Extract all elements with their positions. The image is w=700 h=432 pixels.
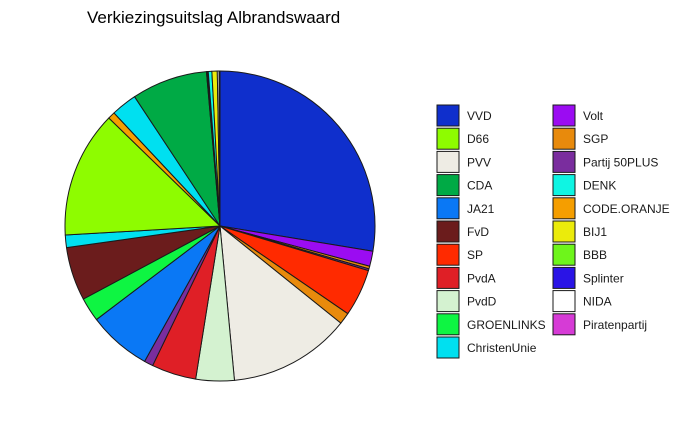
legend-label-splinter: Splinter [583, 271, 624, 285]
legend-swatch-pvdd [436, 290, 460, 313]
legend-label-vvd: VVD [467, 109, 492, 123]
legend-swatch-pvv [436, 150, 460, 173]
legend-label-fvd: FvD [467, 225, 489, 239]
legend-swatch-bbb [552, 243, 576, 266]
legend-swatch-pvda [436, 266, 460, 289]
legend-swatch-volt [552, 104, 576, 127]
legend-swatch-code-oranje [552, 197, 576, 220]
legend-swatch-groenlinks [436, 313, 460, 336]
pie-slice-pvv [219, 225, 342, 381]
legend-swatch-piratenpartij [552, 313, 576, 336]
legend-swatch-denk [552, 174, 576, 197]
legend-label-piratenpartij: Piratenpartij [583, 318, 647, 332]
legend-swatch-sgp [552, 127, 576, 150]
legend-swatch-bij1 [552, 220, 576, 243]
legend-label-bbb: BBB [583, 248, 607, 262]
legend-swatch-partij-50plus [552, 150, 576, 173]
legend-label-partij-50plus: Partij 50PLUS [583, 155, 658, 169]
legend-label-denk: DENK [583, 179, 616, 193]
legend-swatch-nida [552, 290, 576, 313]
legend-label-d66: D66 [467, 132, 489, 146]
legend-swatch-d66 [436, 127, 460, 150]
legend-label-nida: NIDA [583, 295, 612, 309]
legend-label-pvda: PvdA [467, 271, 496, 285]
pie-slice-piratenpartij [218, 70, 221, 227]
legend-label-ja21: JA21 [467, 202, 495, 216]
legend-label-christenunie: ChristenUnie [467, 341, 537, 355]
legend-swatch-fvd [436, 220, 460, 243]
legend-swatch-cda [436, 174, 460, 197]
legend-label-sgp: SGP [583, 132, 608, 146]
legend-swatch-christenunie [436, 336, 460, 359]
legend-swatch-ja21 [436, 197, 460, 220]
pie-slices [64, 70, 376, 382]
legend-label-sp: SP [467, 248, 483, 262]
legend-swatch-sp [436, 243, 460, 266]
legend-swatch-vvd [436, 104, 460, 127]
legend-label-groenlinks: GROENLINKS [467, 318, 546, 332]
legend: VVD D66 PVV CDA JA21 FvD SP PvdA PvdD GROENLINKS C… [436, 104, 670, 359]
legend-swatch-splinter [552, 266, 576, 289]
legend-label-volt: Volt [583, 109, 604, 123]
legend-label-pvv: PVV [467, 155, 491, 169]
chart-title: Verkiezingsuitslag Albrandswaard [87, 8, 340, 27]
legend-label-pvdd: PvdD [467, 295, 497, 309]
pie-slice-d66 [64, 117, 221, 236]
pie-slice-vvd [219, 70, 376, 252]
legend-label-bij1: BIJ1 [583, 225, 607, 239]
legend-label-code-oranje: CODE.ORANJE [583, 202, 670, 216]
legend-label-cda: CDA [467, 179, 492, 193]
